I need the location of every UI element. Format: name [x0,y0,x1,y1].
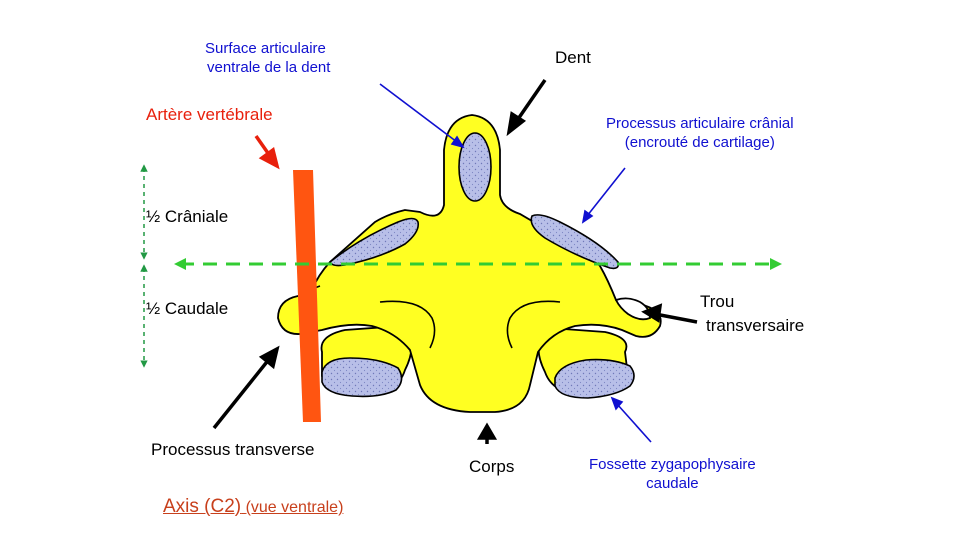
label-demi-craniale: ½ Crâniale [146,207,229,226]
label-surface-line1: Surface articulaire [205,40,326,57]
dent-facet [458,132,492,202]
blue-arrows [379,83,652,443]
label-surface-line2: ventrale de la dent [207,59,331,76]
label-fossette-line2: caudale [646,475,699,492]
diagram-caption: Axis (C2) (vue ventrale) [163,496,343,518]
label-fossette-line1: Fossette zygapophysaire [589,456,756,473]
transverse-arrow [212,356,272,430]
label-corps: Corps [469,457,515,476]
label-fossette-zygapophysaire: Fossette zygapophysaire caudale [589,455,756,493]
label-surface-articulaire: Surface articulaire ventrale de la dent [205,39,330,77]
label-trou-transversaire: Trou transversaire [700,292,804,336]
cartilage-facets [321,132,635,399]
vertebral-artery [293,170,321,422]
artery-arrow [254,134,280,170]
surface-arrow [379,83,458,143]
label-trou-line1: Trou [700,292,735,311]
label-artere-vertebrale: Artère vertébrale [146,105,273,124]
label-processus-transverse: Processus transverse [151,440,315,459]
fossette-arrow [616,403,652,443]
label-proc-cranial-line1: Processus articulaire crânial [606,115,794,132]
caudal-fossa-right [554,358,635,399]
label-trou-line2: transversaire [706,316,805,335]
caudal-fossa-left [321,357,403,398]
dent-arrow [514,79,547,123]
label-demi-caudale: ½ Caudale [146,299,229,318]
trou-arrow [654,312,698,324]
caption-main: Axis (C2) [163,496,242,517]
cranial-process-arrow [586,167,626,217]
label-processus-articulaire-cranial: Processus articulaire crânial (encrouté … [606,114,794,152]
black-arrows [212,79,698,444]
caption-sub: (vue ventrale) [245,499,344,516]
label-proc-cranial-line2: (encrouté de cartilage) [624,134,775,151]
label-dent: Dent [555,48,591,67]
